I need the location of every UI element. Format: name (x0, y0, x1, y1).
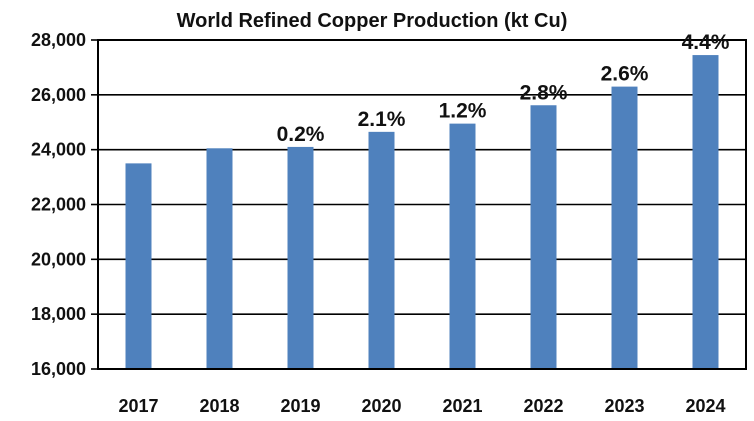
x-tick-label: 2024 (685, 396, 725, 416)
bar-2022 (530, 105, 557, 370)
y-tick-label: 22,000 (31, 195, 86, 215)
bar-2018 (206, 148, 233, 369)
y-tick-label: 28,000 (31, 30, 86, 50)
x-axis-ticks: 2017 2018 2019 2020 2021 2022 2023 2024 (118, 396, 725, 416)
data-label: 2.6% (601, 63, 649, 86)
chart-title: World Refined Copper Production (kt Cu) (177, 10, 568, 32)
data-label: 2.1% (358, 108, 406, 131)
bar-2020 (368, 131, 395, 369)
x-tick-label: 2021 (442, 396, 482, 416)
y-tick-label: 26,000 (31, 85, 86, 105)
y-tick-label: 16,000 (31, 359, 86, 379)
x-tick-label: 2023 (604, 396, 644, 416)
data-labels: 0.2% 2.1% 1.2% 2.8% 2.6% 4.4% (277, 31, 730, 146)
bars (125, 55, 719, 370)
x-tick-label: 2020 (361, 396, 401, 416)
bar-2021 (449, 123, 476, 369)
data-label: 2.8% (520, 81, 568, 104)
y-axis-ticks: 16,000 18,000 20,000 22,000 24,000 26,000 28,0… (31, 30, 98, 379)
bar-2019 (287, 146, 314, 369)
x-tick-label: 2019 (280, 396, 320, 416)
data-label: 1.2% (439, 100, 487, 123)
y-tick-label: 18,000 (31, 304, 86, 324)
bar-2024 (692, 55, 719, 370)
x-tick-label: 2017 (118, 396, 158, 416)
bar-2023 (611, 86, 638, 369)
y-tick-label: 24,000 (31, 140, 86, 160)
bar-2017 (125, 163, 152, 369)
y-tick-label: 20,000 (31, 249, 86, 269)
data-label: 4.4% (682, 31, 730, 54)
data-label: 0.2% (277, 123, 325, 146)
x-tick-label: 2022 (523, 396, 563, 416)
gridlines (98, 94, 746, 315)
x-tick-label: 2018 (199, 396, 239, 416)
